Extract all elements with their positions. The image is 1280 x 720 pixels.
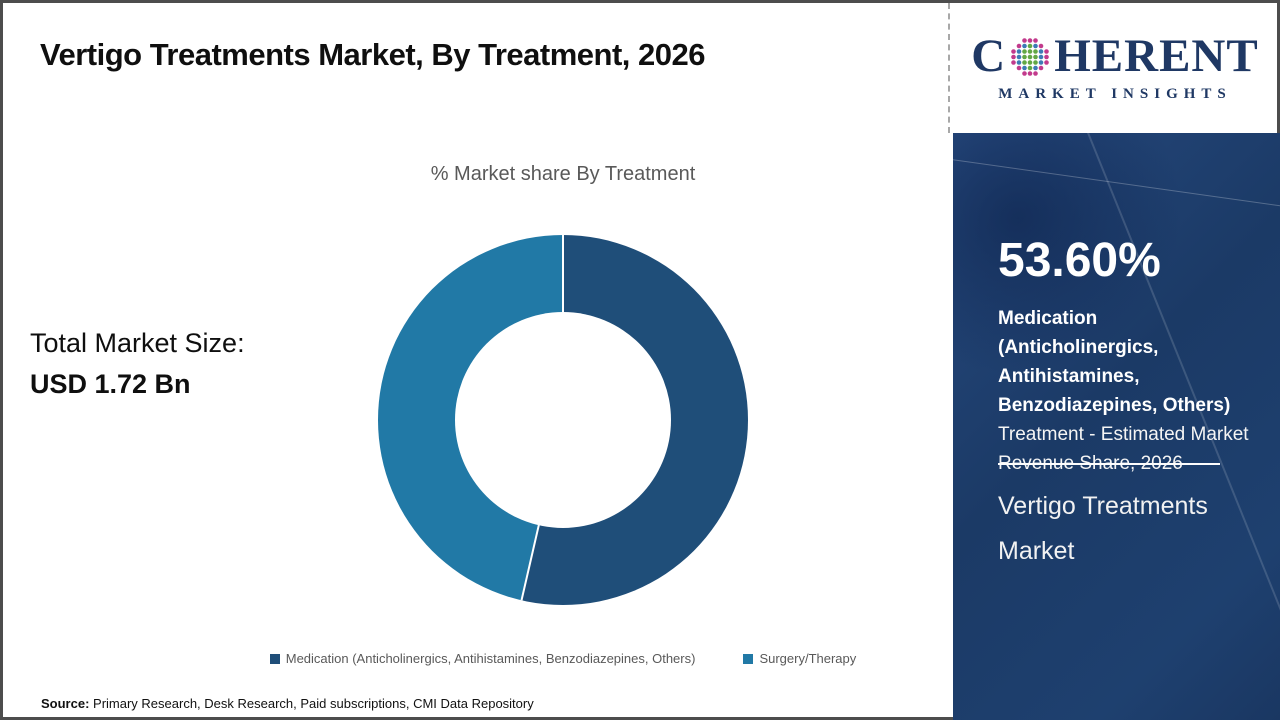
donut-hole: [455, 312, 671, 528]
legend-swatch-surgery: [743, 653, 754, 664]
panel-content: 53.60% Medication (Anticholinergics, Ant…: [953, 133, 1280, 574]
panel-stat-value: 53.60%: [998, 234, 1161, 287]
legend-item-medication: Medication (Anticholinergics, Antihistam…: [269, 651, 696, 666]
total-market-size-label: Total Market Size:: [30, 328, 245, 358]
page-title: Vertigo Treatments Market, By Treatment,…: [40, 37, 705, 72]
source-line: Source: Primary Research, Desk Research,…: [41, 696, 534, 711]
globe-dots-icon: [1011, 37, 1050, 76]
logo-wordmark: C HERENT: [971, 33, 1258, 80]
panel-divider-line: [998, 463, 1220, 465]
logo-subtitle: MARKET INSIGHTS: [998, 86, 1232, 102]
legend-item-surgery: Surgery/Therapy: [743, 651, 856, 666]
total-market-size: Total Market Size: USD 1.72 Bn: [30, 328, 245, 400]
logo-letter-c: C: [971, 30, 1007, 82]
chart-legend: Medication (Anticholinergics, Antihistam…: [183, 651, 943, 666]
panel-stat-description: Medication (Anticholinergics, Antihistam…: [998, 304, 1250, 478]
legend-label-medication: Medication (Anticholinergics, Antihistam…: [285, 651, 696, 666]
source-text: Primary Research, Desk Research, Paid su…: [89, 696, 534, 711]
slice-label-surgery: 46.4%: [392, 627, 438, 644]
slice-label-medication: 53.6%: [684, 660, 730, 677]
panel-market-name: Vertigo Treatments Market: [998, 492, 1208, 565]
panel-stat-segment: Medication (Anticholinergics, Antihistam…: [998, 308, 1231, 416]
company-logo: C HERENT MARKET INSIGHTS: [953, 3, 1277, 133]
chart-title: % Market share By Treatment: [430, 163, 696, 185]
source-label: Source:: [41, 696, 90, 711]
total-market-size-value: USD 1.72 Bn: [30, 369, 191, 399]
highlight-panel: 53.60% Medication (Anticholinergics, Ant…: [953, 133, 1280, 720]
legend-swatch-medication: [269, 653, 280, 664]
legend-label-surgery: Surgery/Therapy: [759, 651, 857, 666]
donut-chart: 53.6% 46.4%: [378, 235, 748, 677]
header-dashed-divider: [948, 3, 950, 133]
logo-letters-rest: HERENT: [1054, 30, 1259, 82]
panel-stat-context: Treatment - Estimated Market Revenue Sha…: [998, 424, 1249, 474]
